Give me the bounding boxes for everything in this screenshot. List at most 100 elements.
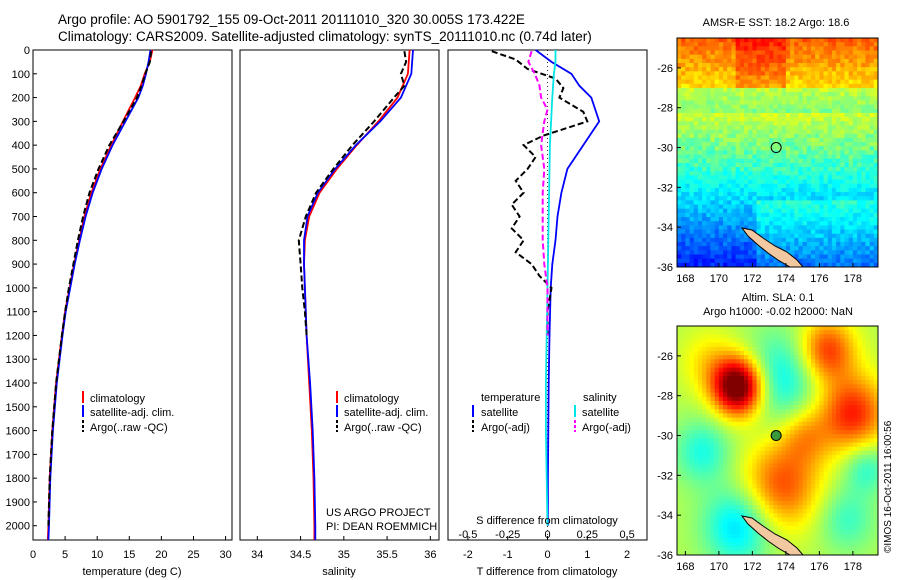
sla-cell	[693, 380, 699, 385]
sla-cell	[869, 350, 875, 356]
sla-cell	[689, 363, 695, 369]
sla-cell	[702, 330, 707, 335]
sst-cell	[681, 242, 686, 247]
sst-cell	[735, 50, 741, 56]
sst-cell	[806, 137, 812, 143]
sst-cell	[685, 50, 690, 56]
sst-cell	[869, 108, 875, 114]
sla-cell	[697, 438, 703, 443]
sla-cell	[693, 463, 699, 468]
sla-cell	[873, 380, 878, 385]
sst-cell	[819, 162, 824, 168]
sst-cell	[848, 46, 854, 51]
sla-cell	[865, 475, 871, 481]
sst-cell	[723, 171, 728, 176]
sst-cell	[823, 104, 829, 110]
sst-cell	[777, 38, 783, 43]
sst-cell	[827, 237, 833, 243]
sst-cell	[744, 46, 749, 51]
sla-cell	[689, 342, 695, 348]
sst-cell	[857, 125, 862, 130]
sla-cell	[777, 492, 783, 498]
sla-cell	[790, 396, 795, 402]
sla-cell	[739, 500, 745, 506]
sst-cell	[748, 50, 753, 56]
sst-cell	[873, 204, 878, 210]
sla-cell	[790, 446, 795, 452]
sst-cell	[790, 117, 795, 122]
sst-cell	[836, 254, 841, 260]
sst-cell	[756, 204, 762, 210]
sla-cell	[764, 480, 770, 485]
sst-cell	[852, 175, 858, 180]
sst-cell	[852, 196, 858, 201]
sst-cell	[873, 200, 878, 205]
sst-cell	[677, 179, 682, 185]
sla-cell	[756, 350, 762, 356]
sst-cell	[848, 171, 854, 176]
sla-cell	[806, 459, 812, 464]
sst-cell	[869, 158, 875, 164]
sst-cell	[840, 250, 845, 255]
sst-cell	[752, 225, 757, 230]
sst-cell	[798, 71, 804, 76]
sst-cell	[723, 146, 728, 151]
sst-cell	[840, 142, 845, 147]
sst-cell	[844, 71, 850, 76]
sla-cell	[794, 425, 799, 431]
sst-cell	[802, 233, 808, 239]
sst-cell	[811, 158, 816, 164]
sla-cell	[827, 492, 833, 498]
sst-cell	[794, 142, 799, 147]
sla-cell	[710, 513, 716, 518]
sla-cell	[739, 384, 745, 389]
sst-cell	[819, 250, 824, 255]
sst-cell	[831, 75, 837, 81]
sla-cell	[865, 384, 871, 389]
sst-cell	[693, 42, 699, 47]
sst-cell	[852, 225, 858, 230]
sst-cell	[744, 225, 749, 230]
sst-cell	[693, 250, 699, 255]
sst-cell	[794, 42, 799, 47]
sst-cell	[723, 133, 728, 139]
sla-cell	[823, 388, 829, 394]
sst-cell	[764, 129, 770, 135]
sla-cell	[802, 338, 808, 344]
sst-cell	[865, 175, 871, 180]
sst-cell	[781, 142, 787, 147]
sla-cell	[744, 380, 749, 385]
sst-cell	[685, 262, 690, 267]
land-shape	[740, 227, 804, 267]
sla-cell	[819, 471, 824, 477]
sla-cell	[806, 342, 812, 348]
sst-cell	[857, 75, 862, 81]
sst-cell	[697, 237, 703, 243]
sst-cell	[827, 179, 833, 185]
sst-cell	[777, 150, 783, 155]
sla-cell	[865, 346, 871, 352]
sla-cell	[806, 492, 812, 498]
sla-cell	[790, 350, 795, 356]
sst-cell	[760, 62, 766, 68]
sst-cell	[840, 125, 845, 130]
sst-cell	[727, 117, 732, 122]
sla-cell	[723, 450, 728, 456]
sst-cell	[760, 42, 766, 47]
sst-cell	[823, 179, 829, 185]
sst-cell	[798, 192, 804, 197]
sst-cell	[848, 50, 854, 56]
sla-cell	[710, 475, 716, 481]
sla-cell	[811, 417, 816, 423]
sst-cell	[840, 183, 845, 189]
sla-cell	[848, 417, 854, 423]
sla-cell	[693, 405, 699, 410]
sst-cell	[823, 50, 829, 56]
sla-cell	[727, 463, 732, 468]
sla-cell	[869, 492, 875, 498]
sst-cell	[685, 183, 690, 189]
sst-cell	[677, 171, 682, 176]
sla-cell	[748, 421, 753, 427]
sla-cell	[844, 330, 850, 335]
sla-cell	[731, 346, 737, 352]
